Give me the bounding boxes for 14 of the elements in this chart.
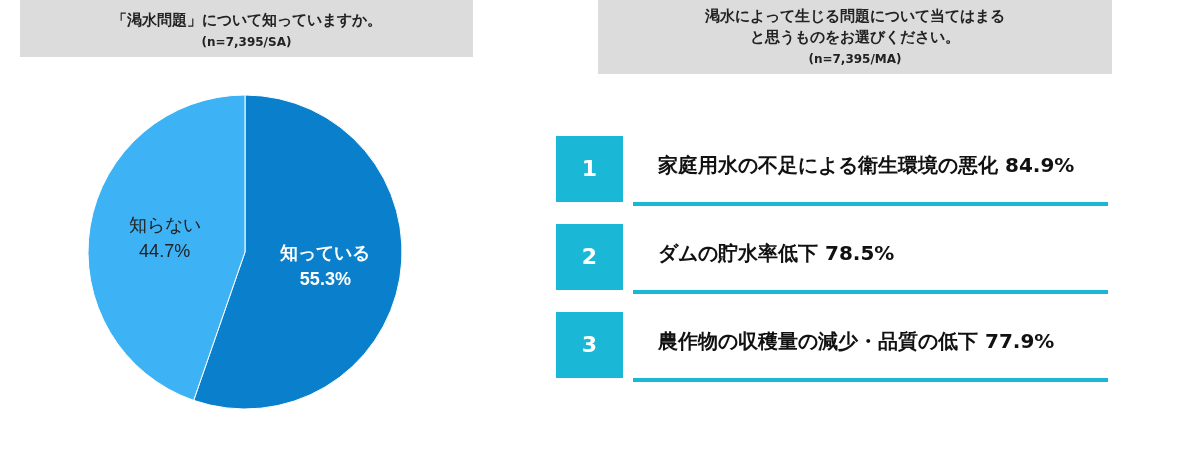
chart-title: 「渇水問題」について知っていますか。: [110, 10, 383, 31]
slice-label: 知らない: [128, 215, 201, 236]
data-label: 55.3%: [299, 268, 351, 289]
text: (n=7,395/MA): [807, 51, 903, 68]
category-label: 農作物の収穫量の減少・品質の低下 77.9%: [658, 329, 1055, 353]
data-label: 44.7%: [139, 241, 191, 262]
category-label: 家庭用水の不足による衛生環境の悪化 84.9%: [658, 153, 1075, 177]
category-label: ダムの貯水率低下 78.5%: [658, 241, 895, 265]
rank-badge: 1: [556, 136, 623, 202]
text: 渇水によって生じる問題について当てはまると思うものをお選びください。: [705, 6, 1005, 48]
slice-label: 知っている: [279, 242, 371, 263]
rank-badge: 2: [556, 224, 623, 290]
rank-badge: 3: [556, 312, 623, 378]
chart-subtitle: (n=7,395/SA): [200, 34, 293, 51]
